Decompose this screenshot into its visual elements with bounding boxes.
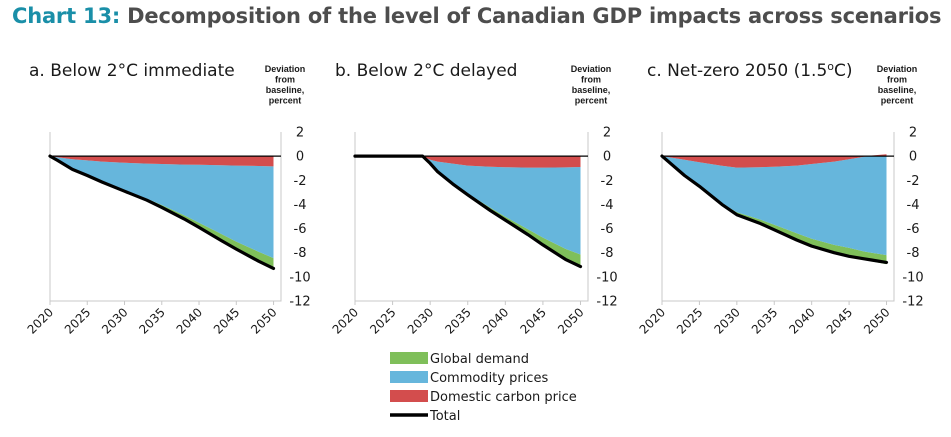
panel-frame [354, 132, 589, 302]
area-commodity-prices [662, 156, 887, 256]
x-tick-label: 2020 [25, 305, 56, 336]
unit-label: from [275, 75, 295, 85]
panel-b: b. Below 2°C delayed Deviationfrombaselin… [330, 61, 618, 337]
legend-label: Domestic carbon price [430, 390, 577, 405]
unit-label: from [887, 75, 907, 85]
legend-swatch [390, 390, 428, 402]
legend-label: Commodity prices [430, 371, 548, 386]
panel-title: b. Below 2°C delayed [335, 61, 517, 81]
x-tick-label: 2020 [637, 305, 668, 336]
unit-label: Deviation [571, 64, 612, 74]
y-tick-label: 2 [296, 126, 304, 141]
y-tick-label: 0 [603, 150, 611, 165]
panel-title: c. Net-zero 2050 (1.5oC) [647, 60, 853, 81]
legend-swatch [390, 371, 428, 383]
y-tick-label: -12 [596, 295, 617, 310]
chart-number: Chart 13: [12, 4, 121, 28]
area-domestic-carbon-price [662, 156, 887, 168]
x-tick-label: 2050 [248, 305, 279, 336]
unit-label: baseline, [572, 85, 611, 95]
x-tick-label: 2030 [99, 305, 130, 336]
x-tick-label: 2030 [711, 305, 742, 336]
y-tick-label: 0 [909, 150, 917, 165]
x-tick-label: 2050 [861, 305, 892, 336]
y-tick-label: -12 [902, 295, 923, 310]
area-domestic-carbon-price [50, 156, 274, 167]
y-tick-label: -10 [596, 270, 617, 285]
y-tick-label: -8 [294, 246, 307, 261]
x-tick-label: 2035 [442, 305, 473, 336]
panel-a: a. Below 2°C immediate Deviationfrombasel… [25, 61, 311, 337]
y-tick-label: -6 [601, 222, 614, 237]
chart-title-text: Decomposition of the level of Canadian G… [120, 4, 942, 28]
x-tick-label: 2025 [674, 305, 705, 336]
y-tick-label: -10 [289, 270, 310, 285]
y-tick-label: -2 [907, 174, 920, 189]
unit-label: baseline, [266, 85, 305, 95]
x-tick-label: 2030 [405, 305, 436, 336]
total-line [48, 154, 276, 270]
x-tick-label: 2040 [786, 305, 817, 336]
y-tick-label: 2 [909, 126, 917, 141]
legend-swatch [390, 352, 428, 364]
legend-label: Total [429, 409, 460, 424]
area-global-demand [662, 156, 887, 265]
y-tick-label: -4 [907, 198, 920, 213]
y-tick-label: -8 [907, 246, 920, 261]
x-tick-label: 2020 [330, 305, 361, 336]
y-tick-label: -6 [907, 222, 920, 237]
x-tick-label: 2045 [518, 305, 549, 336]
y-tick-label: 0 [296, 150, 304, 165]
area-commodity-prices [355, 156, 581, 255]
x-tick-label: 2040 [174, 305, 205, 336]
x-tick-label: 2035 [749, 305, 780, 336]
y-tick-label: -4 [601, 198, 614, 213]
area-commodity-prices [50, 156, 274, 259]
legend: Global demand Commodity prices Domestic ca… [390, 352, 577, 424]
unit-label: percent [269, 96, 302, 106]
unit-label: from [581, 75, 601, 85]
unit-label: Deviation [265, 64, 306, 74]
y-tick-label: -12 [289, 295, 310, 310]
legend-item-domestic-carbon-price: Domestic carbon price [390, 390, 577, 405]
x-tick-label: 2045 [211, 305, 242, 336]
legend-label: Global demand [430, 352, 529, 367]
x-tick-label: 2025 [367, 305, 398, 336]
y-tick-label: 2 [603, 126, 611, 141]
y-tick-label: -4 [294, 198, 307, 213]
y-tick-label: -2 [601, 174, 614, 189]
area-domestic-carbon-price [355, 156, 581, 168]
unit-label: percent [881, 96, 914, 106]
x-tick-label: 2045 [824, 305, 855, 336]
y-tick-label: -6 [294, 222, 307, 237]
unit-label: Deviation [877, 64, 918, 74]
total-line [353, 154, 583, 269]
legend-item-commodity-prices: Commodity prices [390, 371, 548, 386]
chart-title: Chart 13: Decomposition of the level of … [12, 4, 941, 28]
panel-title: a. Below 2°C immediate [29, 61, 235, 81]
total-line [660, 154, 889, 264]
unit-label: percent [575, 96, 608, 106]
legend-item-global-demand: Global demand [390, 352, 529, 367]
unit-label: baseline, [878, 85, 917, 95]
legend-item-total: Total [390, 409, 460, 424]
x-tick-label: 2035 [136, 305, 167, 336]
panel-frame [49, 132, 282, 302]
x-tick-label: 2040 [480, 305, 511, 336]
panel-frame [661, 132, 895, 302]
y-tick-label: -10 [902, 270, 923, 285]
panel-c: c. Net-zero 2050 (1.5oC) Deviationfrombas… [637, 60, 924, 337]
x-tick-label: 2025 [62, 305, 93, 336]
y-tick-label: -2 [294, 174, 307, 189]
y-tick-label: -8 [601, 246, 614, 261]
x-tick-label: 2050 [555, 305, 586, 336]
